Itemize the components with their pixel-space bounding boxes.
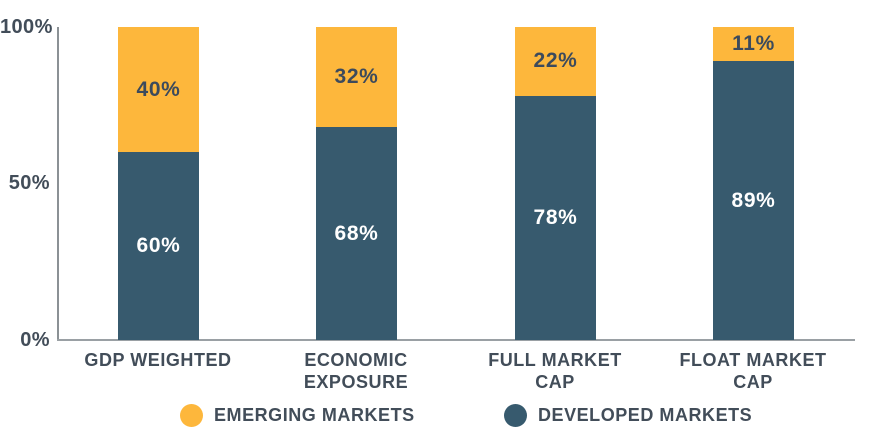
legend-item-developed: DEVELOPED MARKETS bbox=[504, 403, 752, 427]
developed-segment: 78% bbox=[515, 95, 596, 340]
category-label: GDP WEIGHTED bbox=[68, 350, 248, 372]
emerging-segment: 11% bbox=[713, 27, 794, 62]
legend-label: DEVELOPED MARKETS bbox=[538, 404, 753, 425]
y-tick-100: 100% bbox=[0, 16, 53, 38]
category-label-line: CAP bbox=[733, 371, 773, 392]
bar-column: 32% 68% bbox=[316, 27, 397, 340]
legend-swatch-developed bbox=[504, 403, 527, 427]
bar-column: 40% 60% bbox=[118, 27, 199, 340]
value-label-emerging: 32% bbox=[334, 65, 379, 89]
value-label-emerging: 22% bbox=[533, 49, 578, 73]
category-label-line: FULL MARKET bbox=[488, 350, 622, 370]
x-axis-line bbox=[57, 339, 855, 341]
category-label-line: GDP WEIGHTED bbox=[84, 350, 232, 370]
y-tick-0: 0% bbox=[20, 329, 50, 351]
category-label-line: EXPOSURE bbox=[303, 371, 409, 392]
category-label-line: FLOAT MARKET bbox=[679, 350, 827, 370]
category-label-line: ECONOMIC bbox=[304, 350, 408, 370]
emerging-segment: 40% bbox=[118, 27, 199, 153]
bar-column: 11% 89% bbox=[713, 27, 794, 340]
bar-column: 22% 78% bbox=[515, 27, 596, 340]
category-label: FULL MARKET CAP bbox=[465, 350, 645, 394]
emerging-segment: 32% bbox=[316, 27, 397, 128]
category-label: ECONOMIC EXPOSURE bbox=[266, 350, 446, 394]
developed-segment: 60% bbox=[118, 152, 199, 340]
legend-label: EMERGING MARKETS bbox=[214, 404, 415, 425]
emerging-segment: 22% bbox=[515, 27, 596, 96]
category-label-line: CAP bbox=[535, 371, 575, 392]
category-label: FLOAT MARKET CAP bbox=[663, 350, 843, 394]
value-label-developed: 60% bbox=[136, 234, 181, 258]
developed-segment: 68% bbox=[316, 127, 397, 340]
value-label-developed: 68% bbox=[334, 221, 379, 245]
legend-swatch-emerging bbox=[180, 403, 203, 427]
value-label-emerging: 11% bbox=[732, 32, 775, 56]
developed-segment: 89% bbox=[713, 61, 794, 340]
value-label-developed: 78% bbox=[533, 205, 578, 229]
y-axis-line bbox=[57, 27, 59, 340]
legend-item-emerging: EMERGING MARKETS bbox=[180, 403, 415, 427]
plot-area: 40% 60% 32% 68% 22% 78% 11% bbox=[58, 27, 855, 340]
value-label-emerging: 40% bbox=[136, 77, 181, 101]
value-label-developed: 89% bbox=[731, 188, 776, 212]
y-tick-50: 50% bbox=[8, 172, 50, 194]
